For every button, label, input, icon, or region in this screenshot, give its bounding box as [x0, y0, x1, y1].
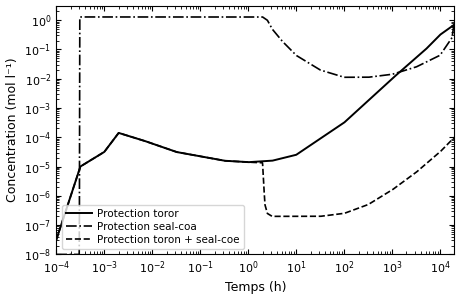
Line: Protection toron + seal-coe: Protection toron + seal-coe: [56, 133, 453, 240]
Protection seal-coa: [74, 253, 79, 256]
Protection seal-coa: [439, 50, 445, 53]
Protection toror: [439, 31, 444, 35]
Line: Protection toror: Protection toror: [56, 25, 453, 240]
Line: Protection seal-coa: Protection seal-coa: [56, 17, 453, 254]
X-axis label: Temps (h): Temps (h): [224, 281, 285, 294]
Protection seal-coa: [53, 253, 59, 256]
Protection toror: [366, 98, 372, 101]
Protection toror: [236, 160, 241, 164]
Protection toron + seal-coe: [247, 160, 252, 164]
Protection seal-coa: [247, 15, 252, 19]
Protection toron + seal-coe: [439, 147, 445, 151]
Protection toror: [74, 176, 79, 180]
Protection toron + seal-coe: [53, 238, 59, 242]
Protection seal-coa: [439, 49, 445, 53]
Protection toron + seal-coe: [236, 160, 242, 164]
Protection toron + seal-coe: [439, 147, 445, 151]
Protection toror: [53, 238, 59, 242]
Protection seal-coa: [77, 15, 83, 19]
Protection toron + seal-coe: [74, 176, 79, 180]
Protection seal-coa: [236, 15, 242, 19]
Protection toror: [439, 31, 445, 34]
Y-axis label: Concentration (mol l⁻¹): Concentration (mol l⁻¹): [6, 58, 18, 202]
Protection toror: [246, 160, 252, 164]
Protection seal-coa: [366, 75, 372, 79]
Protection seal-coa: [451, 20, 456, 23]
Protection toror: [451, 23, 456, 26]
Protection toron + seal-coe: [366, 202, 372, 205]
Protection toron + seal-coe: [451, 136, 456, 139]
Legend: Protection toror, Protection seal-coa, Protection toron + seal-coe: Protection toror, Protection seal-coa, P…: [62, 205, 243, 249]
Protection toron + seal-coe: [116, 131, 121, 135]
